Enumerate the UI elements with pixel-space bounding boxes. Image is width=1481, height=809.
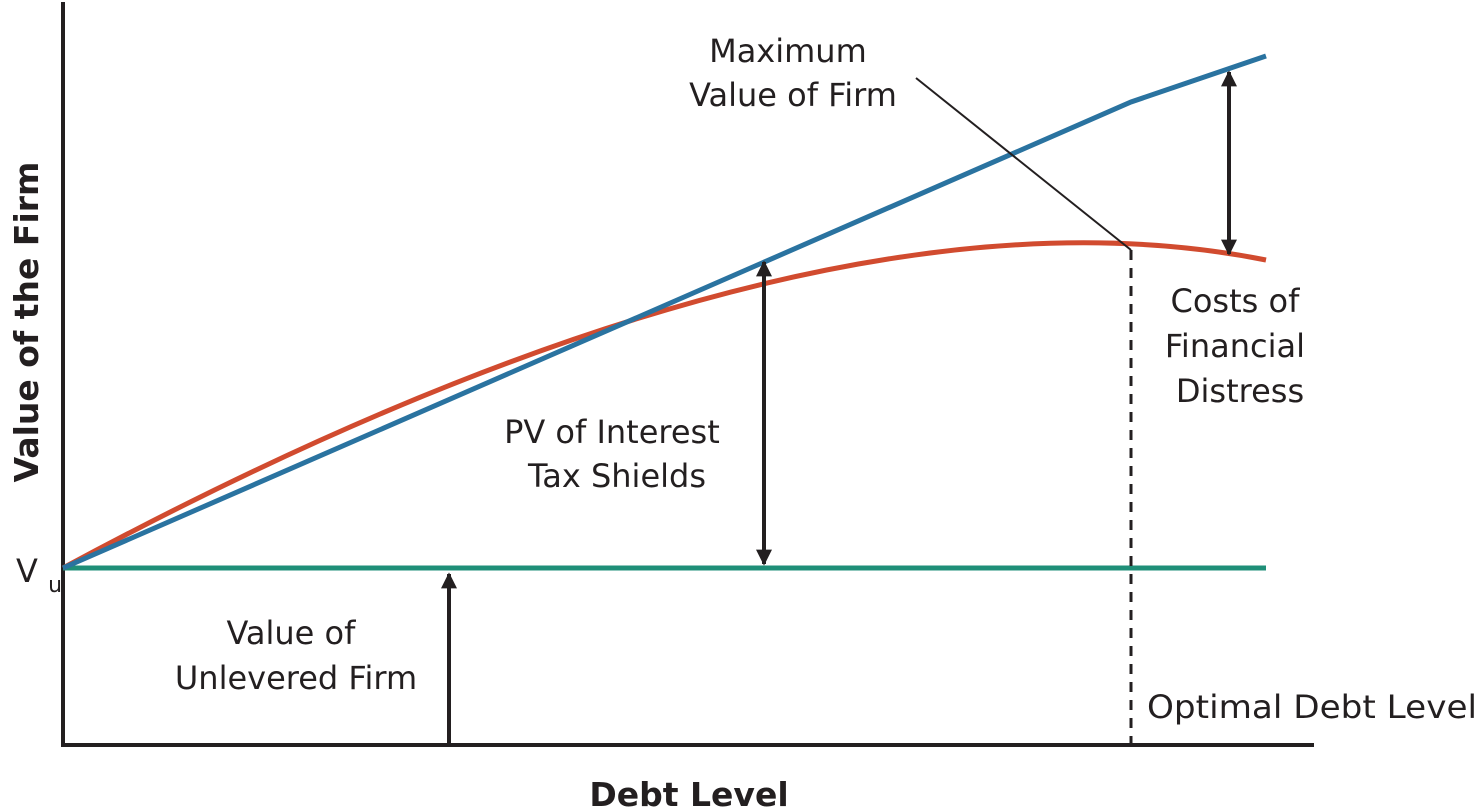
vu-subscript: u: [48, 573, 62, 598]
costs-of-distress-line-3: Distress: [1176, 372, 1304, 410]
maximum-value-label: Maximum Value of Firm: [689, 32, 897, 114]
unlevered-firm-line-1: Value of: [226, 614, 356, 652]
x-axis-title: Debt Level: [589, 775, 788, 809]
maximum-value-line-1: Maximum: [709, 32, 867, 70]
pv-tax-shields-line-1: PV of Interest: [504, 413, 720, 451]
costs-of-distress-label: Costs of Financial Distress: [1165, 282, 1315, 410]
levered-with-distress-curve: [61, 240, 1267, 571]
pv-tax-shields-line-2: Tax Shields: [527, 457, 706, 495]
maximum-value-pointer: [915, 77, 1132, 251]
maximum-value-line-2: Value of Firm: [689, 76, 897, 114]
unlevered-firm-line-2: Unlevered Firm: [175, 659, 417, 697]
vu-base: V: [16, 552, 38, 590]
optimal-debt-label: Optimal Debt Level: [1147, 688, 1477, 726]
y-axis-title: Value of the Firm: [7, 162, 46, 483]
pv-tax-shields-label: PV of Interest Tax Shields: [504, 413, 730, 495]
vu-tick-label: V u: [16, 552, 62, 598]
costs-of-distress-line-1: Costs of: [1171, 282, 1301, 320]
unlevered-firm-label: Value of Unlevered Firm: [175, 614, 417, 697]
costs-of-distress-line-2: Financial: [1165, 327, 1305, 365]
